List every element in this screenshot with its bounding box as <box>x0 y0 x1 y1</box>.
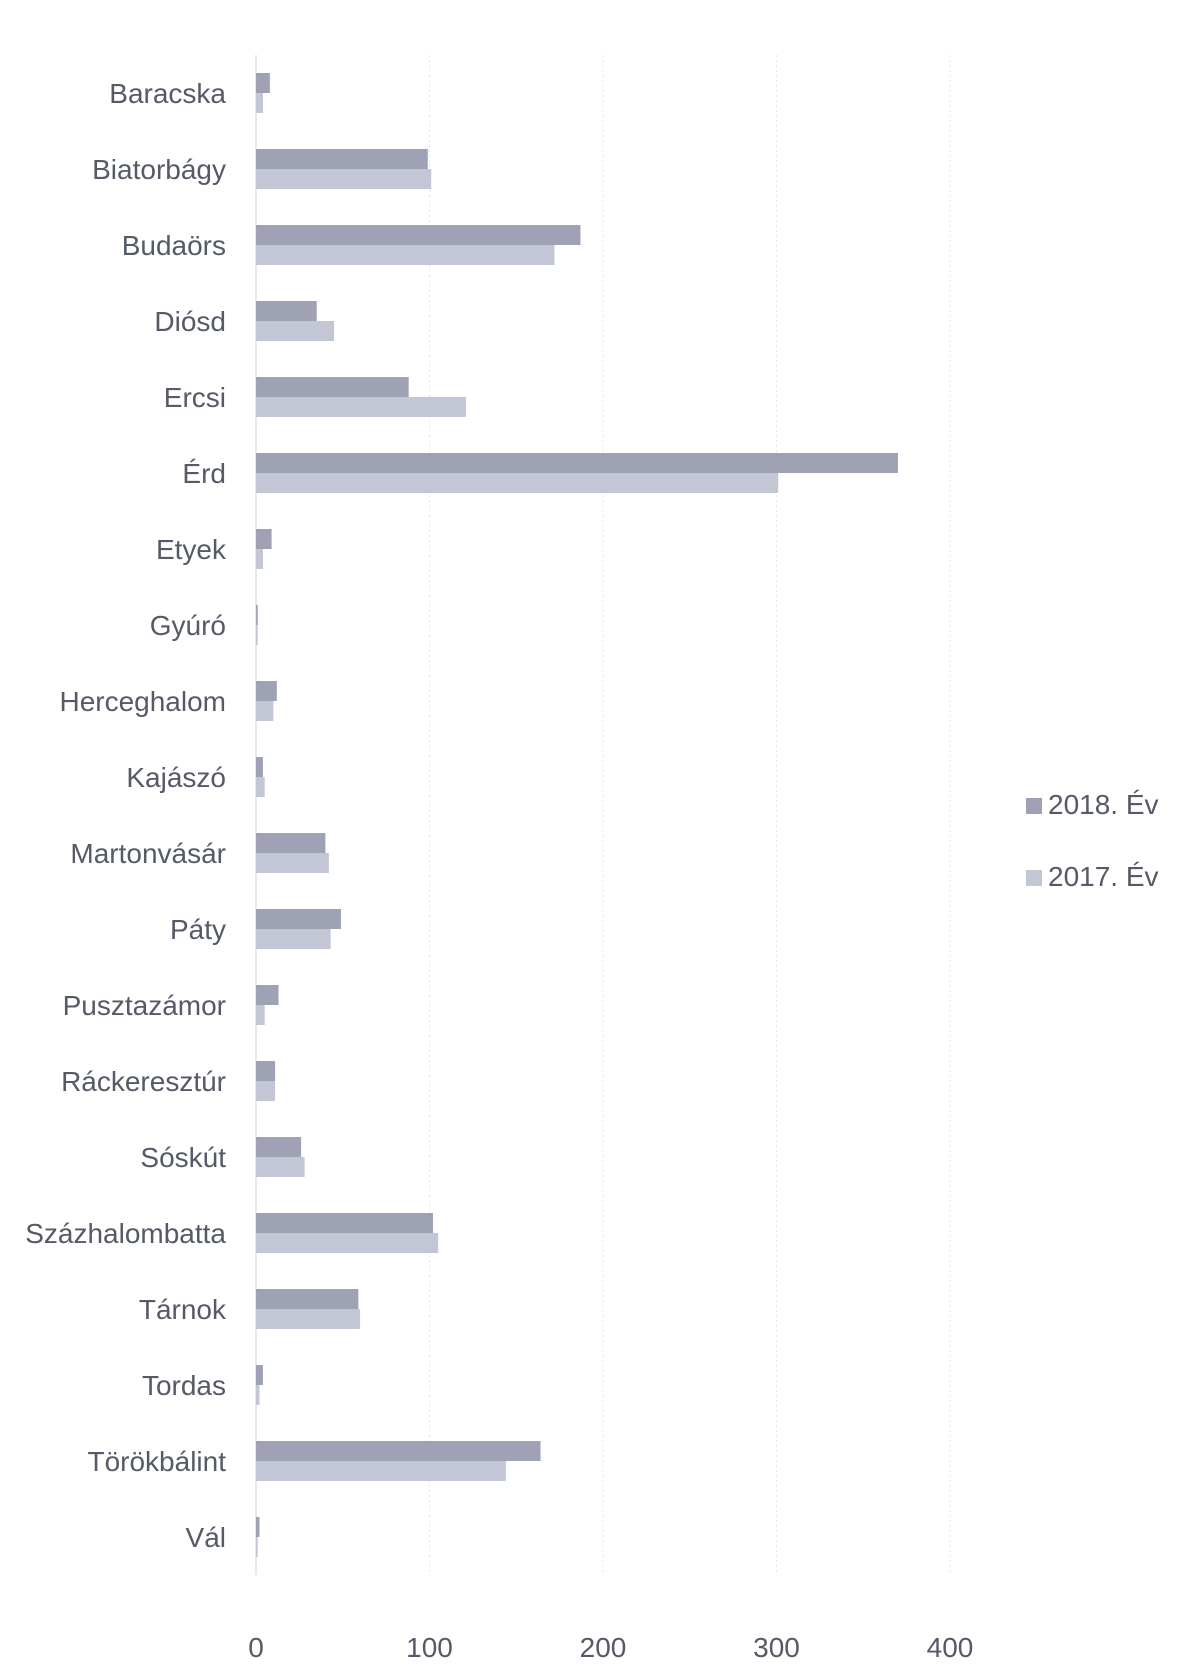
bar <box>256 605 258 625</box>
bar <box>256 453 898 473</box>
category-label: Baracska <box>109 78 226 109</box>
legend: 2018. Év 2017. Év <box>1026 789 1159 892</box>
category-label: Vál <box>186 1522 226 1553</box>
category-label: Ráckeresztúr <box>61 1066 226 1097</box>
category-label: Herceghalom <box>59 686 226 717</box>
bar <box>256 1233 439 1253</box>
bar <box>256 93 263 113</box>
bar <box>256 1137 302 1157</box>
category-label: Etyek <box>156 534 227 565</box>
category-label: Tordas <box>142 1370 226 1401</box>
bar <box>256 1441 541 1461</box>
bar <box>256 1385 260 1405</box>
bar <box>256 169 432 189</box>
bar <box>256 1365 263 1385</box>
category-label: Biatorbágy <box>92 154 226 185</box>
x-tick-labels: 0 100 200 300 400 <box>248 1632 973 1663</box>
legend-swatch <box>1026 798 1042 814</box>
bar <box>256 321 335 341</box>
x-tick-label: 300 <box>753 1632 800 1663</box>
category-label: Martonvásár <box>70 838 226 869</box>
category-label: Tárnok <box>139 1294 227 1325</box>
category-label: Ercsi <box>164 382 226 413</box>
category-label: Törökbálint <box>87 1446 226 1477</box>
category-label: Gyúró <box>150 610 226 641</box>
category-labels: Baracska Biatorbágy Budaörs Diósd Ercsi Érd Et… <box>25 78 227 1553</box>
bar <box>256 833 326 853</box>
bar <box>256 909 342 929</box>
bar <box>256 1517 260 1537</box>
category-label: Pusztazámor <box>63 990 226 1021</box>
legend-label: 2018. Év <box>1048 789 1159 820</box>
bar <box>256 1461 506 1481</box>
bar <box>256 473 779 493</box>
category-label: Sóskút <box>140 1142 226 1173</box>
category-label: Érd <box>182 458 226 489</box>
legend-label: 2017. Év <box>1048 861 1159 892</box>
bar <box>256 929 331 949</box>
category-label: Diósd <box>154 306 226 337</box>
bar <box>256 777 265 797</box>
bar <box>256 377 409 397</box>
bar <box>256 225 581 245</box>
bar <box>256 301 317 321</box>
bar <box>256 757 263 777</box>
bar <box>256 1081 276 1101</box>
bars <box>256 73 898 1557</box>
bar <box>256 549 263 569</box>
bar <box>256 681 277 701</box>
x-tick-label: 200 <box>580 1632 627 1663</box>
bar <box>256 985 279 1005</box>
bar <box>256 625 258 645</box>
category-label: Százhalombatta <box>25 1218 226 1249</box>
legend-swatch <box>1026 870 1042 886</box>
category-label: Budaörs <box>122 230 226 261</box>
bar <box>256 1061 276 1081</box>
bar <box>256 149 428 169</box>
bar <box>256 73 270 93</box>
bar <box>256 245 555 265</box>
bar <box>256 853 329 873</box>
category-label: Kajászó <box>126 762 226 793</box>
bar <box>256 1213 433 1233</box>
x-tick-label: 100 <box>406 1632 453 1663</box>
bar <box>256 1005 265 1025</box>
x-tick-label: 0 <box>248 1632 264 1663</box>
category-label: Páty <box>170 914 226 945</box>
bar <box>256 1537 258 1557</box>
bar <box>256 701 274 721</box>
bar <box>256 1157 305 1177</box>
bar <box>256 397 466 417</box>
bar <box>256 529 272 549</box>
bar <box>256 1289 359 1309</box>
x-tick-label: 400 <box>927 1632 974 1663</box>
bar <box>256 1309 361 1329</box>
